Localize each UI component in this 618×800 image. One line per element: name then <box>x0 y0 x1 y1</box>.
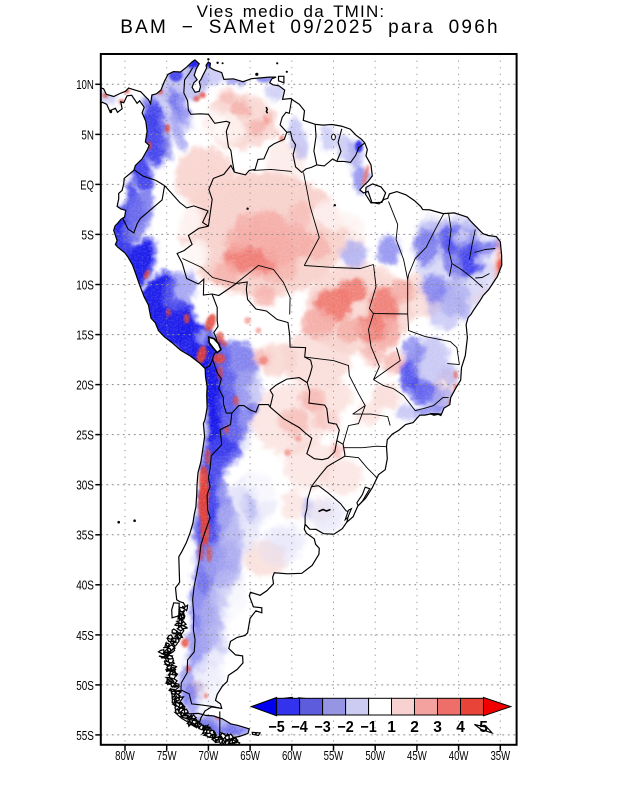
svg-text:Vies medio da TMIN:: Vies medio da TMIN: <box>197 2 386 21</box>
svg-text:45S: 45S <box>76 628 94 643</box>
svg-text:40S: 40S <box>76 578 94 593</box>
svg-text:50W: 50W <box>365 748 385 763</box>
svg-text:3: 3 <box>433 719 442 736</box>
svg-text:60W: 60W <box>282 748 302 763</box>
svg-text:35W: 35W <box>490 748 510 763</box>
svg-text:5N: 5N <box>81 127 94 142</box>
svg-text:BAM − SAMet 09/2025 para 096h: BAM − SAMet 09/2025 para 096h <box>120 17 499 38</box>
svg-text:35S: 35S <box>76 528 94 543</box>
svg-text:10S: 10S <box>76 277 94 292</box>
svg-text:5: 5 <box>479 719 488 736</box>
svg-text:70W: 70W <box>199 748 219 763</box>
svg-text:45W: 45W <box>407 748 427 763</box>
svg-text:1: 1 <box>387 719 396 736</box>
svg-text:−2: −2 <box>337 719 353 736</box>
svg-text:−3: −3 <box>314 719 331 736</box>
svg-text:65W: 65W <box>240 748 260 763</box>
svg-text:EQ: EQ <box>80 177 94 192</box>
svg-text:−1: −1 <box>360 719 377 736</box>
svg-text:40W: 40W <box>449 748 469 763</box>
svg-text:30S: 30S <box>76 478 94 493</box>
svg-text:2: 2 <box>410 719 419 736</box>
svg-text:25S: 25S <box>76 428 94 443</box>
svg-text:5S: 5S <box>81 227 94 242</box>
svg-text:75W: 75W <box>157 748 177 763</box>
svg-text:50S: 50S <box>76 678 94 693</box>
svg-text:−4: −4 <box>291 719 308 736</box>
svg-text:−5: −5 <box>268 719 285 736</box>
svg-text:80W: 80W <box>115 748 135 763</box>
svg-text:55W: 55W <box>324 748 344 763</box>
svg-text:4: 4 <box>456 719 465 736</box>
svg-text:55S: 55S <box>76 728 94 743</box>
svg-text:15S: 15S <box>76 327 94 342</box>
svg-text:10N: 10N <box>76 77 94 92</box>
svg-text:20S: 20S <box>76 378 94 393</box>
